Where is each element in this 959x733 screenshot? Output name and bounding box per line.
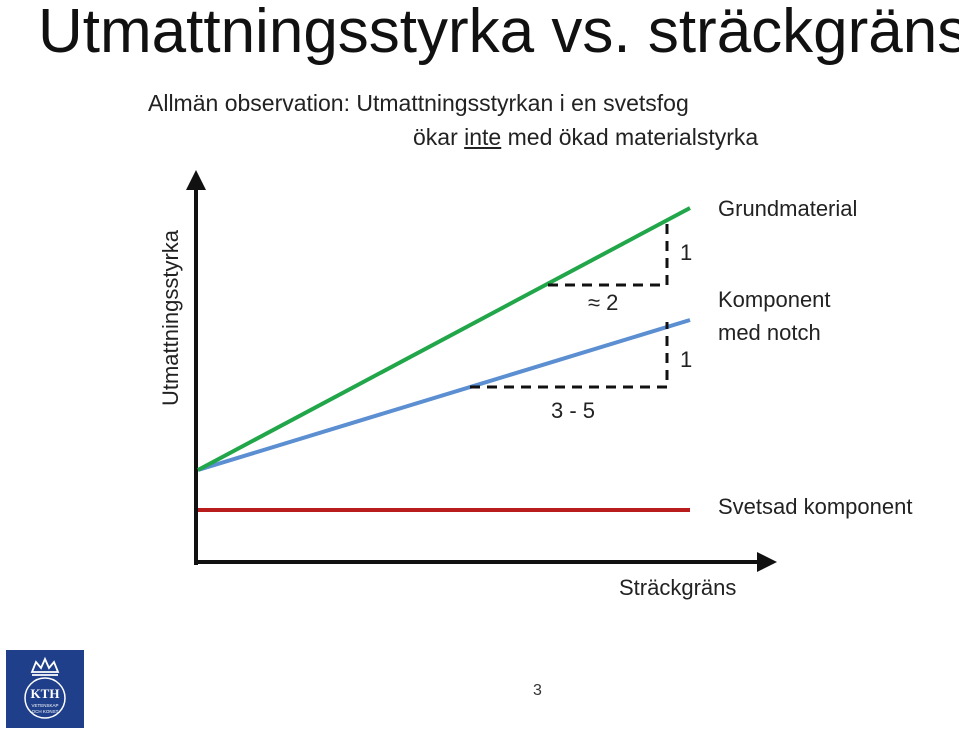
observation-suffix: med ökad materialstyrka (501, 124, 759, 150)
y-axis-arrowhead (186, 170, 206, 190)
notched-component-line (197, 318, 691, 472)
base-material-label: Grundmaterial (718, 196, 858, 221)
svg-text:OCH KONST: OCH KONST (32, 709, 59, 714)
lower-run-label: 3 - 5 (551, 398, 596, 423)
kth-logo: KTH VETENSKAP OCH KONST (6, 650, 84, 728)
observation-line-2: ökar inte med ökad materialstyrka (148, 120, 798, 154)
upper-run-label: ≈ 2 (588, 290, 619, 315)
svg-text:KTH: KTH (31, 686, 60, 701)
x-axis-label: Sträckgräns (619, 575, 737, 600)
upper-slope-triangle (548, 222, 669, 287)
notched-component-label-1: Komponent (718, 287, 831, 312)
slide-title: Utmattningsstyrka vs. sträckgräns (38, 0, 959, 66)
y-axis-label: Utmattningsstyrka (158, 229, 183, 407)
welded-component-label: Svetsad komponent (718, 494, 913, 519)
x-axis-arrowhead (757, 552, 777, 572)
svg-text:VETENSKAP: VETENSKAP (31, 703, 58, 708)
emphasis-inte: inte (464, 124, 502, 150)
observation-text: Allmän observation: Utmattningsstyrkan i… (148, 86, 798, 154)
upper-rise-label: 1 (680, 240, 693, 265)
lower-rise-label: 1 (680, 347, 693, 372)
base-material-line (197, 206, 691, 472)
observation-prefix: ökar (413, 124, 465, 150)
observation-line-1: Allmän observation: Utmattningsstyrkan i… (148, 90, 689, 116)
notched-component-label-2: med notch (718, 320, 821, 345)
lower-slope-triangle (470, 322, 669, 389)
page-number: 3 (533, 682, 542, 699)
kth-seal-icon: KTH VETENSKAP OCH KONST (6, 650, 84, 728)
